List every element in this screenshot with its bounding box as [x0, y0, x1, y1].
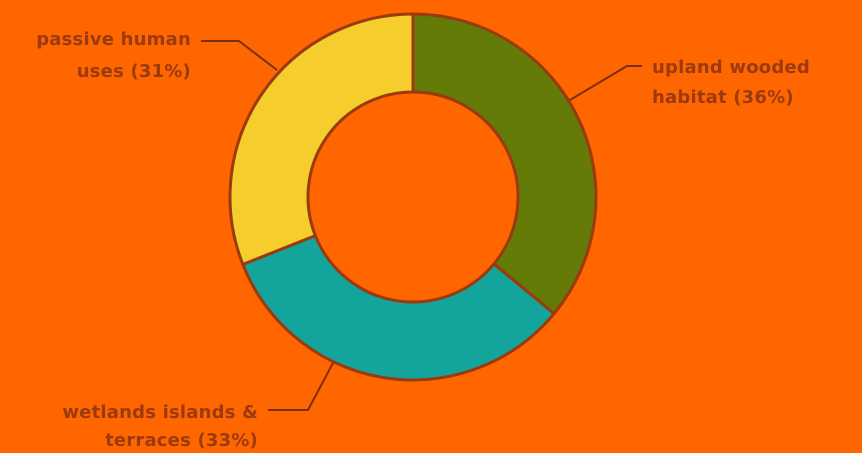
slice-label-1-line-2: habitat (36%)	[652, 87, 794, 108]
slice-label-3-line-2: uses (31%)	[77, 61, 191, 82]
donut-slice-3	[228, 12, 415, 266]
slice-label-1-line-1: upland wooded	[652, 57, 810, 78]
leader-line-2	[268, 362, 334, 411]
leader-line-3	[201, 40, 278, 71]
donut-slice-1	[411, 12, 598, 316]
donut-slice-2	[241, 234, 556, 382]
slice-label-2-line-2: terraces (33%)	[105, 430, 258, 451]
slice-label-2-line-1: wetlands islands &	[62, 402, 258, 423]
leader-line-1	[569, 65, 642, 101]
slice-label-3-line-1: passive human	[36, 29, 191, 50]
